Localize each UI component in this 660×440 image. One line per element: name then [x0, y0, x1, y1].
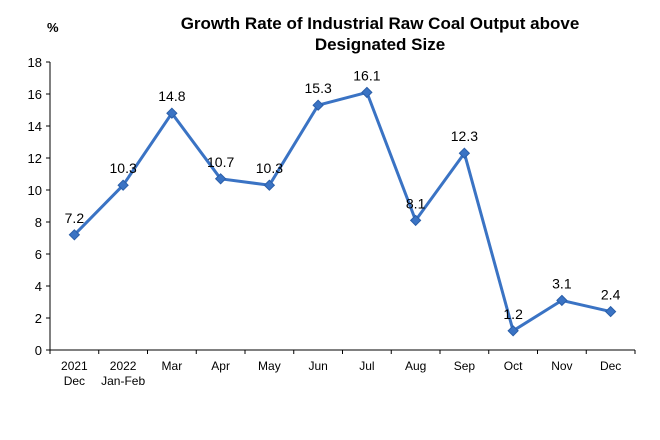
series-line-layer	[73, 90, 611, 333]
data-point-marker	[263, 179, 276, 191]
x-tick-label: Nov	[551, 359, 572, 373]
y-tick-label: 18	[28, 55, 42, 70]
x-tick-label: Jun	[308, 359, 327, 373]
data-label: 7.2	[65, 210, 85, 226]
data-point-marker	[507, 325, 519, 337]
data-label: 8.1	[406, 195, 426, 211]
y-tick-label: 2	[35, 311, 42, 326]
data-point-marker	[361, 86, 373, 99]
x-tick-label: Dec	[600, 359, 621, 373]
y-tick-label: 12	[28, 151, 42, 166]
data-label: 1.2	[503, 306, 523, 322]
series-line	[73, 90, 611, 333]
y-tick-label: 6	[35, 247, 42, 262]
data-label: 3.1	[552, 275, 572, 291]
x-tick-label: 2022	[110, 359, 137, 373]
x-tick-label: Mar	[162, 359, 183, 373]
data-point-marker	[166, 107, 178, 119]
y-tick-label: 8	[35, 215, 42, 230]
y-tick-label: 10	[28, 183, 42, 198]
x-tick-label: Dec	[64, 374, 85, 388]
data-point-marker	[409, 214, 422, 227]
x-tick-label: Sep	[454, 359, 476, 373]
y-tick-label: 0	[35, 343, 42, 358]
data-label-layer: 7.2 10.3 14.8 10.7 10.3 15.3 16.1 8.1 12.3 1.2 3.1…	[65, 67, 621, 321]
data-point-marker	[312, 99, 324, 111]
data-label: 10.3	[110, 160, 137, 176]
y-tick-label: 16	[28, 87, 42, 102]
y-tick-label: 14	[28, 119, 42, 134]
data-point-marker	[458, 147, 471, 159]
chart-title-line-2: Designated Size	[314, 35, 446, 54]
data-label: 12.3	[451, 128, 478, 144]
data-point-marker	[214, 173, 227, 185]
data-label: 10.3	[256, 160, 283, 176]
series-marker-layer	[68, 86, 617, 337]
data-label: 14.8	[158, 88, 185, 104]
data-label: 15.3	[305, 80, 332, 96]
data-point-marker	[604, 305, 617, 318]
chart-title-line-1: Growth Rate of Industrial Raw Coal Outpu…	[180, 14, 580, 33]
data-label: 10.7	[207, 154, 234, 170]
x-tick-label: 2021	[61, 359, 88, 373]
data-label: 2.4	[601, 287, 621, 303]
x-tick-label: Apr	[211, 359, 230, 373]
data-point-marker	[117, 179, 129, 191]
x-tick-label: Oct	[504, 359, 523, 373]
y-tick-label: 4	[35, 279, 42, 294]
x-tick-label: Aug	[405, 359, 426, 373]
x-tick-label: May	[258, 359, 281, 373]
data-label: 16.1	[353, 67, 380, 83]
y-axis-unit: %	[47, 20, 59, 35]
data-point-marker	[556, 294, 568, 307]
x-tick-label: Jan-Feb	[101, 374, 145, 388]
data-point-marker	[68, 229, 81, 241]
x-tick-label: Jul	[359, 359, 374, 373]
